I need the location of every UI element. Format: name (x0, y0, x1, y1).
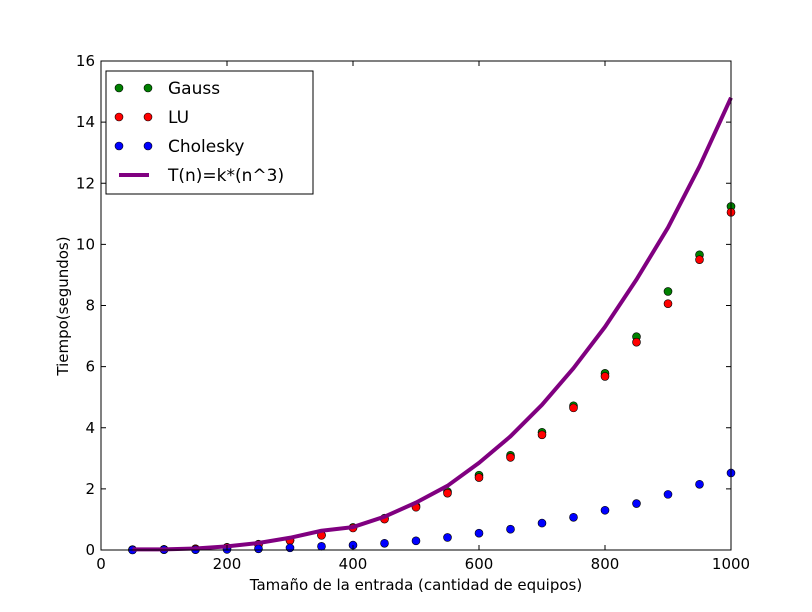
legend-item: Gauss (114, 79, 220, 99)
y-tick-label: 14 (76, 113, 95, 131)
data-point (537, 430, 547, 440)
y-tick-label: 6 (85, 358, 95, 376)
legend-swatch-marker (143, 141, 153, 151)
legend-label: Gauss (168, 79, 220, 99)
data-point (380, 538, 389, 548)
legend-item: LU (114, 108, 189, 128)
legend-swatch-marker (114, 112, 124, 122)
y-tick-label: 16 (76, 52, 95, 70)
data-point (632, 499, 641, 508)
data-point (443, 533, 452, 542)
legend-swatch-marker (114, 83, 124, 93)
data-point (600, 372, 610, 381)
data-point (663, 490, 673, 499)
legend-item: T(n)=k*(n^3) (119, 166, 284, 186)
x-axis: 0 200 400 600 800 1000 (96, 61, 750, 573)
series-line (132, 96, 733, 552)
data-point (506, 524, 515, 534)
legend-label: T(n)=k*(n^3) (167, 166, 284, 186)
legend-label: LU (168, 108, 189, 128)
data-point (695, 255, 704, 264)
y-tick-label: 0 (85, 541, 95, 559)
legend-swatch-marker (143, 83, 153, 93)
data-point (443, 488, 452, 498)
x-axis-label: Tamaño de la entrada (cantidad de equipo… (249, 576, 582, 594)
y-tick-label: 4 (85, 419, 95, 437)
legend-item: Cholesky (114, 137, 244, 157)
data-point (537, 518, 547, 528)
legend-swatch-marker (143, 112, 153, 122)
data-point (569, 403, 578, 413)
data-point (474, 528, 484, 538)
legend-swatch-marker (114, 141, 124, 151)
legend: Gauss LU Cholesky T(n)=k*(n^3) (105, 70, 314, 195)
legend-label: Cholesky (168, 137, 244, 157)
data-point (285, 543, 295, 553)
data-point (474, 473, 484, 482)
data-point (254, 544, 263, 554)
data-point (663, 299, 673, 308)
data-point (411, 536, 421, 546)
series-t-n-k-n-3 (132, 96, 733, 552)
y-tick-label: 10 (76, 235, 95, 253)
data-point (663, 287, 673, 296)
x-tick-label: 400 (339, 555, 368, 573)
x-tick-label: 200 (213, 555, 242, 573)
y-tick-label: 12 (76, 174, 95, 192)
data-point (600, 505, 610, 515)
x-tick-label: 0 (96, 555, 106, 573)
data-point (506, 453, 515, 462)
x-tick-label: 800 (591, 555, 620, 573)
x-tick-label: 600 (465, 555, 494, 573)
data-point (569, 512, 578, 522)
y-tick-label: 2 (85, 480, 95, 498)
x-tick-label: 1000 (712, 555, 750, 573)
y-axis: 0 2 4 6 8 10 12 14 16 (76, 52, 731, 559)
data-point (695, 479, 704, 489)
data-point (632, 337, 641, 347)
data-point (317, 542, 326, 551)
y-axis-label: Tiempo(segundos) (54, 236, 72, 376)
y-tick-label: 8 (85, 297, 95, 315)
